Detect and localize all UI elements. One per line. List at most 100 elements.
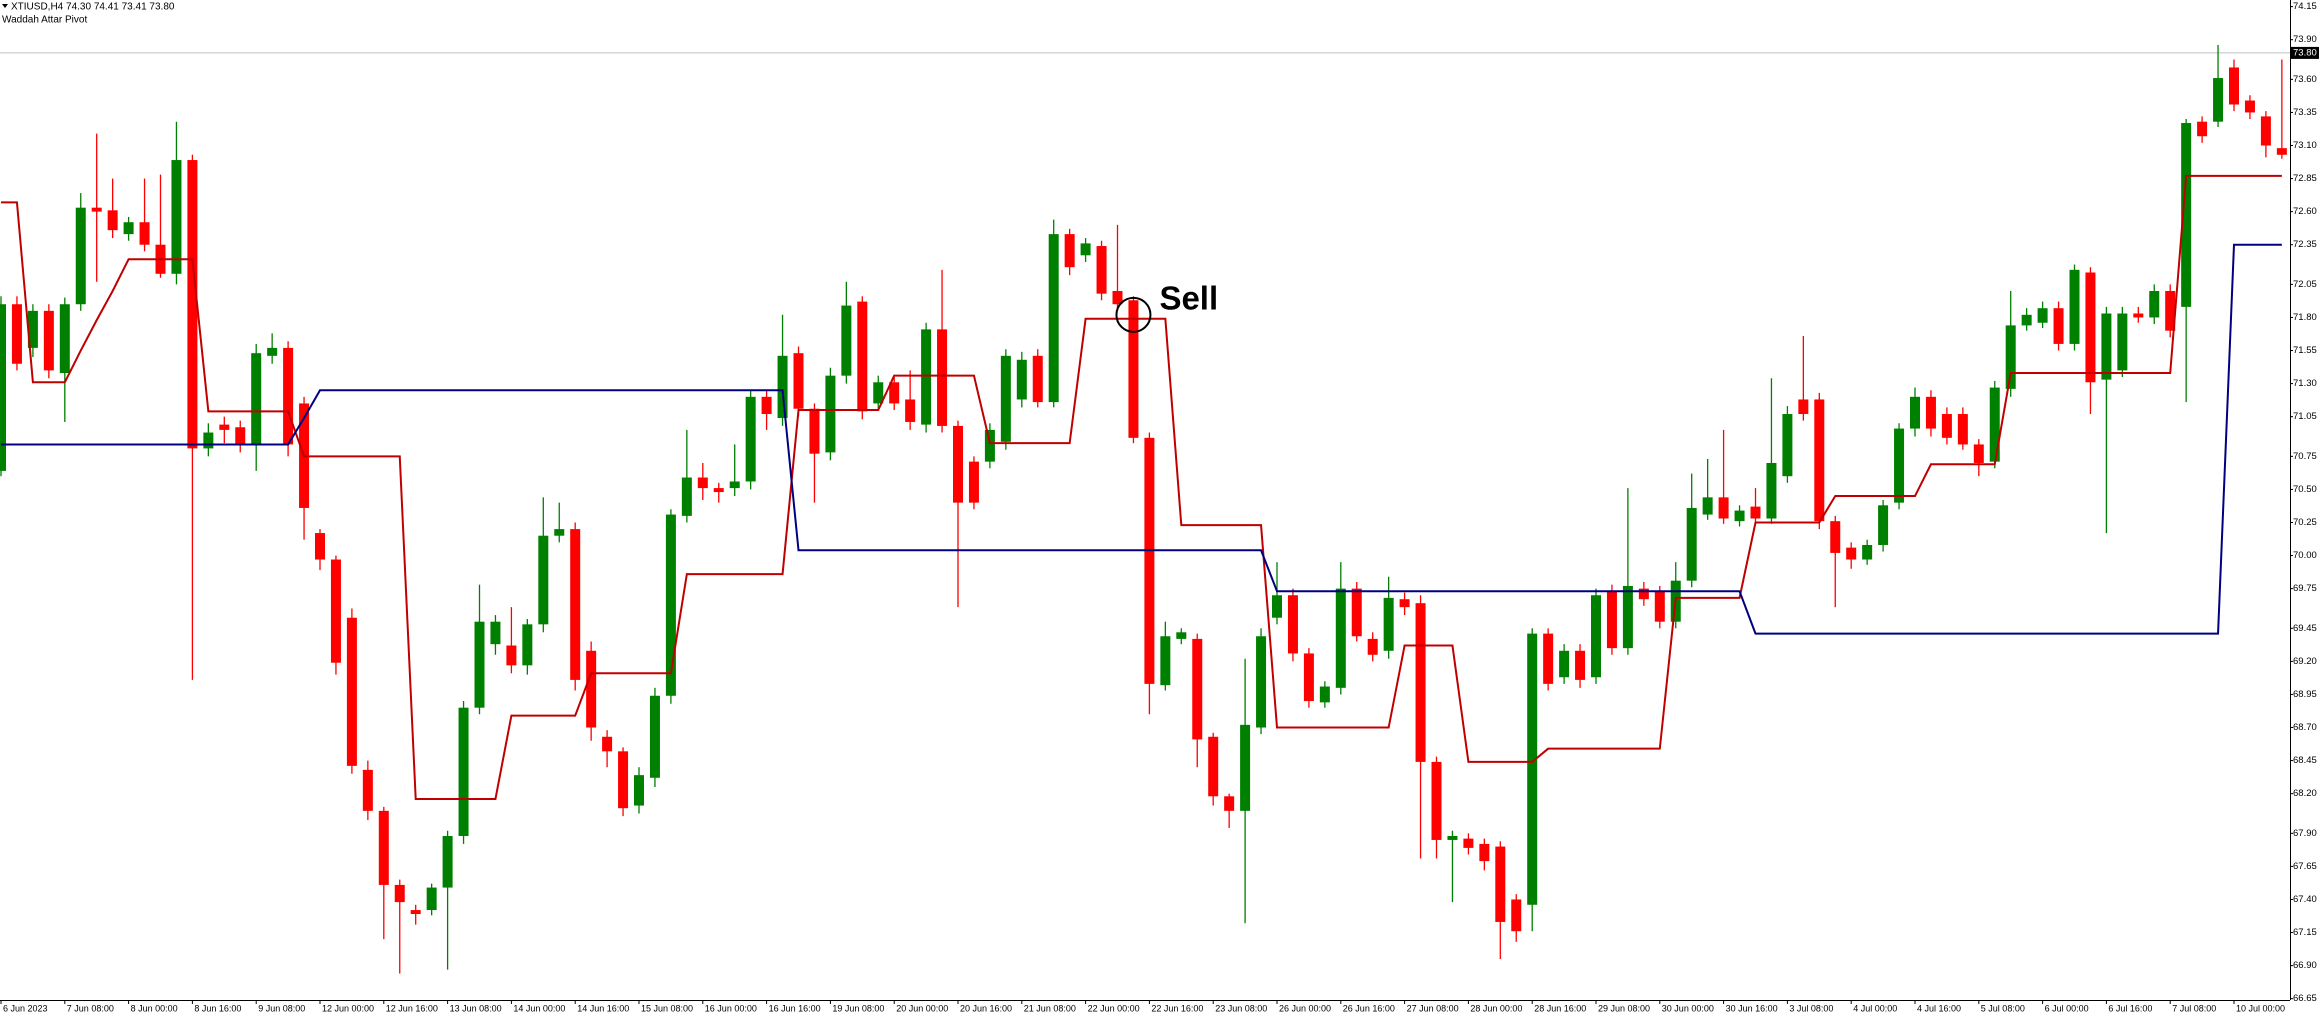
candle-body	[1256, 636, 1267, 728]
candle-body	[2069, 269, 2080, 344]
candle-body	[0, 304, 6, 471]
candle-body	[1894, 428, 1905, 503]
candle-body	[1192, 638, 1203, 740]
y-tick-label: 71.55	[2293, 345, 2317, 356]
candle-body	[91, 207, 102, 212]
candle-body	[2005, 325, 2016, 389]
candle-body	[315, 533, 325, 560]
x-tick-label: 23 Jun 08:00	[1215, 1003, 1267, 1013]
x-tick-label: 26 Jun 16:00	[1343, 1003, 1395, 1013]
candle-body	[11, 304, 22, 364]
y-tick-label: 73.35	[2293, 107, 2317, 118]
candle-body	[538, 535, 549, 625]
candle-body	[1702, 497, 1713, 515]
candle-body	[1000, 355, 1011, 442]
candle-body	[346, 617, 357, 766]
y-tick-label: 70.75	[2293, 451, 2317, 462]
candle-body	[1415, 603, 1426, 762]
candle-body	[953, 425, 963, 503]
candle-body	[59, 304, 70, 374]
candle-body	[27, 310, 38, 348]
candle-body	[634, 775, 644, 806]
x-tick-label: 8 Jun 16:00	[194, 1003, 241, 1013]
candle-body	[1144, 437, 1155, 684]
y-tick-label: 66.90	[2293, 960, 2317, 971]
chart-title: XTIUSD,H4 74.30 74.41 73.41 73.80	[11, 2, 175, 13]
candle-body	[267, 347, 278, 356]
y-tick-label: 71.30	[2293, 378, 2317, 389]
x-tick-label: 30 Jun 16:00	[1726, 1003, 1778, 1013]
y-tick-label: 67.90	[2293, 828, 2317, 839]
candle-body	[618, 751, 629, 809]
candle-body	[410, 910, 421, 915]
candle-body	[857, 301, 868, 412]
candle-body	[1479, 843, 1490, 862]
candle-body	[825, 375, 836, 453]
candle-body	[458, 707, 469, 836]
candle-body	[1032, 355, 1043, 403]
candle-body	[2117, 313, 2128, 371]
candle-body	[2101, 313, 2112, 380]
candle-body	[251, 353, 262, 445]
candle-body	[681, 477, 692, 516]
candle-body	[1463, 838, 1474, 848]
x-tick-label: 22 Jun 00:00	[1088, 1003, 1140, 1013]
candle-body	[43, 310, 54, 371]
y-tick-label: 73.60	[2293, 74, 2317, 85]
candle-body	[937, 329, 948, 426]
candle-body	[554, 529, 565, 536]
candle-body	[1973, 444, 1984, 463]
candle-body	[570, 529, 581, 680]
candle-body	[649, 695, 660, 778]
candle-body	[793, 353, 804, 409]
candle-body	[1303, 653, 1314, 702]
candle-body	[921, 329, 932, 425]
y-tick-label: 68.70	[2293, 722, 2317, 733]
candle-body	[1798, 399, 1809, 415]
y-tick-label: 74.15	[2293, 1, 2317, 12]
candle-body	[171, 160, 182, 274]
y-tick-label: 66.65	[2293, 993, 2317, 1004]
candle-body	[1957, 414, 1968, 445]
x-tick-label: 28 Jun 00:00	[1470, 1003, 1522, 1013]
x-tick-label: 16 Jun 16:00	[769, 1003, 821, 1013]
candle-body	[362, 769, 373, 811]
candle-body	[187, 160, 198, 449]
candle-body	[1830, 521, 1841, 553]
candle-body	[761, 396, 772, 415]
indicator-name: Waddah Attar Pivot	[2, 15, 87, 26]
candle-body	[235, 427, 246, 445]
candle-body	[203, 432, 214, 449]
candle-body	[442, 835, 453, 888]
candle-body	[1208, 736, 1219, 797]
y-tick-label: 73.90	[2293, 34, 2317, 45]
candle-body	[1638, 588, 1649, 600]
price-label: 73.80	[2293, 47, 2317, 58]
candle-body	[107, 210, 118, 231]
candle-body	[1399, 599, 1410, 608]
candle-body	[1591, 595, 1601, 678]
pivot-line	[1, 243, 2282, 635]
candle-body	[1383, 597, 1394, 651]
x-tick-label: 20 Jun 16:00	[960, 1003, 1012, 1013]
y-tick-label: 68.45	[2293, 755, 2317, 766]
candle-body	[1941, 414, 1952, 438]
candle-body	[490, 621, 501, 645]
candle-body	[2133, 313, 2144, 318]
candle-body	[1575, 650, 1586, 680]
candle-body	[1686, 507, 1697, 581]
candle-body	[1527, 633, 1538, 905]
y-tick-label: 68.20	[2293, 788, 2317, 799]
x-tick-label: 4 Jul 16:00	[1917, 1003, 1961, 1013]
candle-body	[777, 355, 788, 418]
x-tick-label: 21 Jun 08:00	[1024, 1003, 1076, 1013]
x-tick-label: 16 Jun 00:00	[705, 1003, 757, 1013]
candle-body	[586, 650, 597, 728]
x-tick-label: 3 Jul 08:00	[1789, 1003, 1833, 1013]
candle-body	[75, 207, 86, 305]
candle-body	[123, 222, 134, 235]
candle-body	[426, 887, 437, 911]
x-tick-label: 10 Jul 00:00	[2236, 1003, 2285, 1013]
